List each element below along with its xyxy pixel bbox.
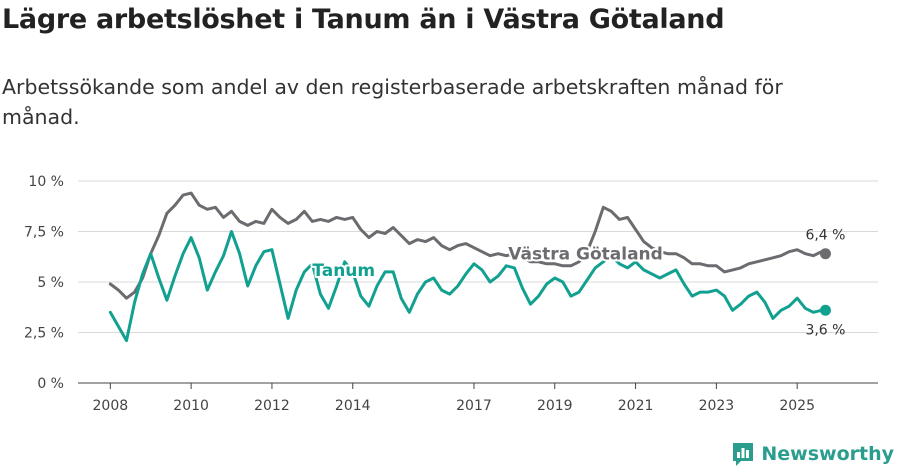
x-tick-label: 2014 bbox=[335, 398, 371, 414]
x-tick-label: 2019 bbox=[537, 398, 573, 414]
end-point-tanum bbox=[819, 304, 831, 316]
x-tick-label: 2025 bbox=[779, 398, 815, 414]
series-label-vastra-gotaland: Västra Götaland bbox=[508, 245, 663, 265]
end-label-tanum: 3,6 % bbox=[805, 322, 845, 338]
y-axis: 0 % 2,5 % 5 % 7,5 % 10 % bbox=[24, 174, 64, 392]
line-chart: 0 % 2,5 % 5 % 7,5 % 10 % 2008 2010 2012 2014 201… bbox=[24, 174, 878, 414]
x-tick-label: 2021 bbox=[618, 398, 654, 414]
brand-logo[interactable]: Newsworthy bbox=[731, 441, 894, 467]
y-tick-label: 0 % bbox=[37, 376, 64, 392]
x-tick-label: 2023 bbox=[699, 398, 735, 414]
end-point-vastra-gotaland bbox=[819, 248, 831, 260]
chart-subtitle: Arbetssökande som andel av den registerb… bbox=[2, 75, 783, 129]
x-axis: 2008 2010 2012 2014 2017 2019 2021 2023 2025 bbox=[78, 382, 878, 414]
y-tick-label: 7,5 % bbox=[24, 225, 64, 241]
brand-name: Newsworthy bbox=[761, 443, 894, 465]
x-tick-label: 2017 bbox=[456, 398, 492, 414]
x-tick-label: 2012 bbox=[254, 398, 290, 414]
chart-title: Lägre arbetslöshet i Tanum än i Västra G… bbox=[2, 4, 725, 35]
series-layer bbox=[108, 191, 831, 343]
x-tick-label: 2010 bbox=[173, 398, 209, 414]
bar-chart-logo-icon bbox=[733, 443, 754, 466]
y-tick-label: 10 % bbox=[28, 174, 64, 190]
end-label-vastra-gotaland: 6,4 % bbox=[805, 228, 845, 244]
y-tick-label: 2,5 % bbox=[24, 326, 64, 342]
label-layer: 6,4 % 3,6 % Västra Götaland Tanum bbox=[310, 228, 845, 339]
series-label-tanum: Tanum bbox=[312, 261, 375, 281]
y-tick-label: 5 % bbox=[37, 275, 64, 291]
x-tick-label: 2008 bbox=[93, 398, 129, 414]
series-line-tanum bbox=[108, 230, 827, 343]
series-line-vastra-gotaland bbox=[108, 191, 827, 300]
